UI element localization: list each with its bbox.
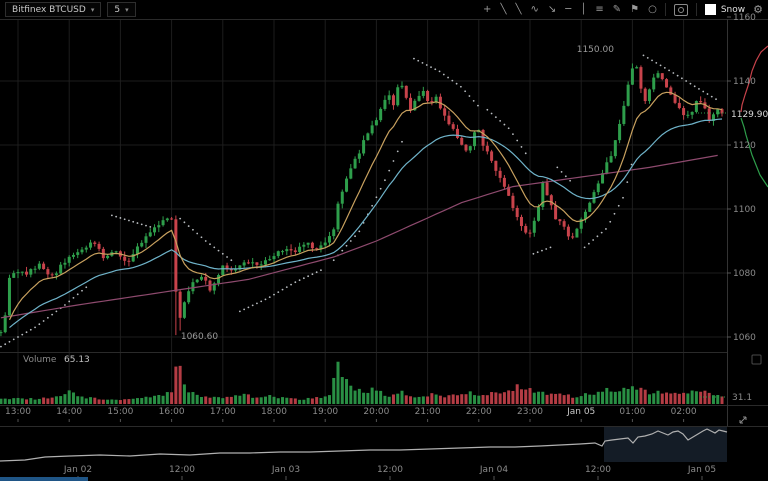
time-tick-label: 16:00 <box>159 407 185 417</box>
time-tick-label: 18:00 <box>261 407 287 417</box>
time-tick-label: 13:00 <box>5 407 31 417</box>
parallel-channel-icon[interactable]: ≡ <box>595 4 604 15</box>
parabolic-sar-dots <box>0 54 717 348</box>
time-tick-label: 02:00 <box>671 407 697 417</box>
interval-selector[interactable]: 5 ▾ <box>107 2 136 17</box>
price-tick-label: 1080 <box>733 269 756 279</box>
price-tick-label: 1140 <box>733 77 756 87</box>
time-tick-label: 22:00 <box>466 407 492 417</box>
navigator-date-label: Jan 05 <box>687 465 716 475</box>
low-price-marker: 1060.60 <box>181 332 218 342</box>
grid-layer <box>0 20 727 404</box>
price-tick-label: 1160 <box>733 13 756 23</box>
time-axis[interactable]: 13:00 14:00 15:00 16:00 17:00 18:00 19:00 20:00… <box>5 407 697 422</box>
time-tick-label: 21:00 <box>415 407 441 417</box>
navigator-date-label: Jan 04 <box>479 465 508 475</box>
ellipse-tool-icon[interactable]: ○ <box>648 4 657 15</box>
toolbar: Bitfinex BTCUSD ▾ 5 ▾ + ╲ ╲ ∿ ↘ ─ │ ≡ ✎ ⚑ ○ Snow ⚙ <box>0 0 768 19</box>
snow-label: Snow <box>720 4 746 15</box>
navigator-date-label: 12:00 <box>377 465 403 475</box>
time-tick-label: 01:00 <box>619 407 645 417</box>
moving-averages <box>0 91 723 329</box>
navigator-scrollbar[interactable] <box>0 477 88 481</box>
price-tick-label: 1060 <box>733 333 756 343</box>
toolbar-left-group: Bitfinex BTCUSD ▾ 5 ▾ <box>5 2 136 17</box>
pane-borders <box>0 19 768 427</box>
high-price-marker: 1150.00 <box>577 45 614 55</box>
orderbook-depth-lines <box>740 45 768 188</box>
price-tick-label: 1120 <box>733 141 756 151</box>
flag-tool-icon[interactable]: ⚑ <box>630 4 640 15</box>
navigator-date-label: 12:00 <box>169 465 195 475</box>
maximize-pane-icon[interactable] <box>751 354 762 365</box>
toolbar-right-group: + ╲ ╲ ∿ ↘ ─ │ ≡ ✎ ⚑ ○ Snow ⚙ <box>483 0 763 19</box>
time-tick-label: 14:00 <box>56 407 82 417</box>
toolbar-separator <box>695 3 697 16</box>
current-price-label: 1129.90 <box>731 110 768 120</box>
snow-toggle[interactable]: Snow <box>704 4 746 15</box>
gear-icon[interactable]: ⚙ <box>753 3 763 16</box>
camera-icon[interactable] <box>673 3 688 16</box>
time-tick-label: 17:00 <box>210 407 236 417</box>
extended-line-icon[interactable]: ╲ <box>515 4 522 15</box>
time-tick-label: Jan 05 <box>566 407 595 417</box>
navigator-selection[interactable] <box>604 427 727 462</box>
navigator-date-label: Jan 03 <box>271 465 300 475</box>
volume-title: Volume 65.13 31.1 <box>23 354 762 403</box>
price-tick-label: 1100 <box>733 205 756 215</box>
time-tick-label: 19:00 <box>312 407 338 417</box>
drawing-tools: + ╲ ╲ ∿ ↘ ─ │ ≡ ✎ ⚑ ○ <box>483 0 657 19</box>
arrow-tool-icon[interactable]: ↘ <box>547 4 557 15</box>
expand-icon[interactable] <box>739 416 747 424</box>
time-tick-label: 23:00 <box>517 407 543 417</box>
vertical-line-icon[interactable]: │ <box>580 4 587 15</box>
trend-line-icon[interactable]: ╲ <box>500 4 507 15</box>
interval-label: 5 <box>114 4 121 15</box>
toolbar-separator <box>664 3 666 16</box>
time-tick-label: 15:00 <box>107 407 133 417</box>
chevron-down-icon: ▾ <box>125 5 129 14</box>
snow-checkbox[interactable] <box>704 4 716 15</box>
candles-layer <box>0 63 724 337</box>
symbol-selector[interactable]: Bitfinex BTCUSD ▾ <box>5 2 102 17</box>
price-axis[interactable]: 1160 1140 1120 1100 1080 1060 <box>727 13 756 343</box>
horizontal-line-icon[interactable]: ─ <box>565 4 572 15</box>
last-price-tag: 1129.90 <box>698 110 768 120</box>
navigator-date-label: 12:00 <box>585 465 611 475</box>
price-markers: 1150.00 1060.60 <box>181 45 614 342</box>
crosshair-icon[interactable]: + <box>483 4 492 15</box>
curve-tool-icon[interactable]: ∿ <box>530 4 539 15</box>
volume-indicator-name: Volume <box>23 355 57 365</box>
chevron-down-icon: ▾ <box>90 5 95 14</box>
brush-tool-icon[interactable]: ✎ <box>612 4 622 15</box>
symbol-label: Bitfinex BTCUSD <box>12 4 86 15</box>
volume-bars <box>0 361 724 404</box>
volume-indicator-value: 65.13 <box>64 355 90 365</box>
navigator-date-label: Jan 02 <box>63 465 92 475</box>
volume-last-tag: 31.1 <box>732 393 752 403</box>
navigator-strip[interactable]: Jan 02 12:00 Jan 03 12:00 Jan 04 12:00 Jan 05 <box>0 427 728 481</box>
time-tick-label: 20:00 <box>363 407 389 417</box>
